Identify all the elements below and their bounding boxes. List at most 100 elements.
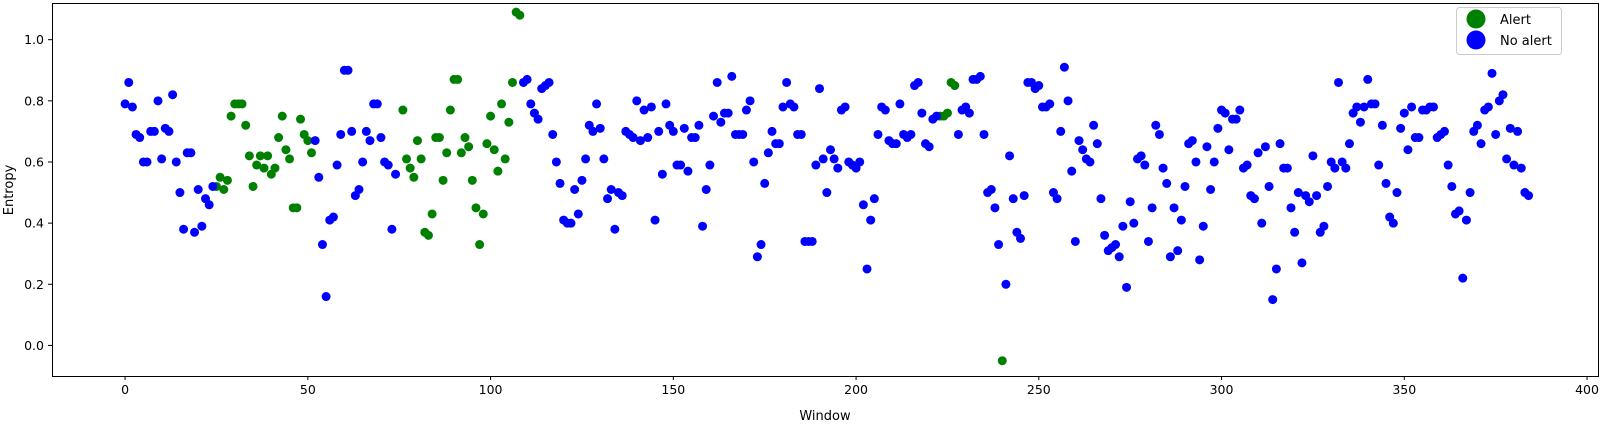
alert-point: [508, 77, 518, 87]
no-alert-point: [1396, 123, 1406, 133]
x-tick-label: 250: [1027, 382, 1051, 397]
no-alert-point: [1443, 160, 1453, 170]
no-alert-point: [1293, 188, 1303, 198]
no-alert-point: [1513, 126, 1523, 136]
no-alert-point: [1001, 279, 1011, 289]
no-alert-point: [310, 136, 320, 146]
no-alert-point: [880, 105, 890, 115]
no-alert-point: [1472, 120, 1482, 130]
alert-point: [460, 133, 470, 143]
no-alert-point: [1191, 157, 1201, 167]
alert-point: [219, 185, 229, 194]
no-alert-point: [332, 160, 342, 170]
ticks-layer: 0 50 100 150 200 250 300 350 400 0.0 0.2 0.4 0.6 0.8 1…: [24, 32, 1599, 397]
no-alert-point: [1213, 123, 1223, 133]
no-alert-point: [1136, 151, 1146, 161]
no-alert-point: [164, 126, 174, 136]
no-alert-point: [635, 136, 645, 146]
no-alert-point: [1140, 160, 1150, 170]
legend-alert-label: Alert: [1500, 13, 1531, 28]
no-alert-point: [204, 200, 214, 210]
alert-point: [292, 203, 302, 213]
no-alert-point: [1304, 197, 1314, 207]
no-alert-point: [1202, 142, 1212, 152]
no-alert-point: [1454, 206, 1464, 216]
no-alert-point: [522, 74, 532, 84]
no-alert-point: [1151, 120, 1161, 130]
no-alert-point: [321, 292, 331, 302]
no-alert-point: [723, 108, 733, 118]
no-alert-point: [592, 99, 602, 109]
no-alert-point: [1323, 181, 1333, 191]
no-alert-point: [1509, 160, 1519, 170]
alert-point: [303, 136, 313, 146]
no-alert-point: [1341, 163, 1351, 173]
no-alert-point: [628, 133, 638, 143]
no-alert-point: [606, 185, 616, 194]
no-alert-point: [1005, 151, 1015, 161]
x-tick-label: 300: [1210, 382, 1234, 397]
no-alert-point: [1257, 218, 1267, 228]
no-alert-point: [617, 191, 627, 201]
alert-point: [285, 154, 295, 164]
y-axis-label: Entropy: [2, 164, 17, 215]
no-alert-point: [1290, 227, 1300, 237]
no-alert-point: [1085, 157, 1095, 167]
no-alert-point: [328, 212, 338, 222]
no-alert-point: [1268, 295, 1278, 305]
alert-point: [281, 145, 291, 155]
alert-point: [296, 114, 306, 124]
no-alert-point: [376, 133, 386, 143]
no-alert-point: [1491, 129, 1501, 139]
alert-point: [405, 163, 415, 173]
no-alert-point: [1308, 151, 1318, 161]
alert-point: [270, 163, 280, 173]
no-alert-point: [1392, 188, 1402, 198]
no-alert-point: [343, 65, 353, 75]
no-alert-point: [1498, 90, 1508, 100]
x-axis-label: Window: [799, 409, 851, 424]
no-alert-point: [1414, 133, 1424, 143]
no-alert-point: [1447, 181, 1457, 191]
no-alert-point: [1264, 181, 1274, 191]
no-alert-point: [741, 105, 751, 115]
no-alert-point: [391, 169, 401, 179]
no-alert-point: [866, 215, 876, 225]
no-alert-point: [347, 126, 357, 136]
no-alert-point: [127, 102, 137, 112]
no-alert-point: [149, 126, 159, 136]
alert-point: [215, 172, 225, 182]
no-alert-point: [1249, 194, 1259, 204]
no-alert-point: [749, 157, 759, 167]
no-alert-point: [314, 172, 324, 182]
no-alert-point: [1206, 185, 1216, 194]
alert-point: [489, 145, 499, 155]
no-alert-point: [336, 129, 346, 139]
no-alert-point: [1122, 282, 1132, 292]
no-alert-point: [599, 154, 609, 164]
no-alert-point: [1312, 191, 1322, 201]
no-alert-point: [610, 224, 620, 234]
no-alert-point: [124, 77, 134, 87]
no-alert-point: [709, 111, 719, 121]
no-alert-point: [654, 126, 664, 136]
no-alert-point: [1344, 139, 1354, 149]
no-alert-point: [186, 148, 196, 158]
alert-point: [416, 154, 426, 164]
alert-point: [997, 356, 1007, 366]
no-alert-point: [1505, 123, 1515, 133]
no-alert-point: [1224, 145, 1234, 155]
alert-point: [456, 148, 466, 158]
y-tick-label: 0.6: [24, 154, 44, 169]
no-alert-point: [1176, 215, 1186, 225]
no-alert-point: [646, 102, 656, 112]
no-alert-point: [643, 133, 653, 143]
no-alert-point: [1407, 102, 1417, 112]
no-alert-point: [171, 157, 181, 167]
alert-point: [442, 148, 452, 158]
no-alert-point: [705, 160, 715, 170]
no-alert-point: [1125, 197, 1135, 207]
no-alert-point: [632, 96, 642, 106]
no-alert-point: [544, 77, 554, 87]
no-alert-point: [913, 77, 923, 87]
